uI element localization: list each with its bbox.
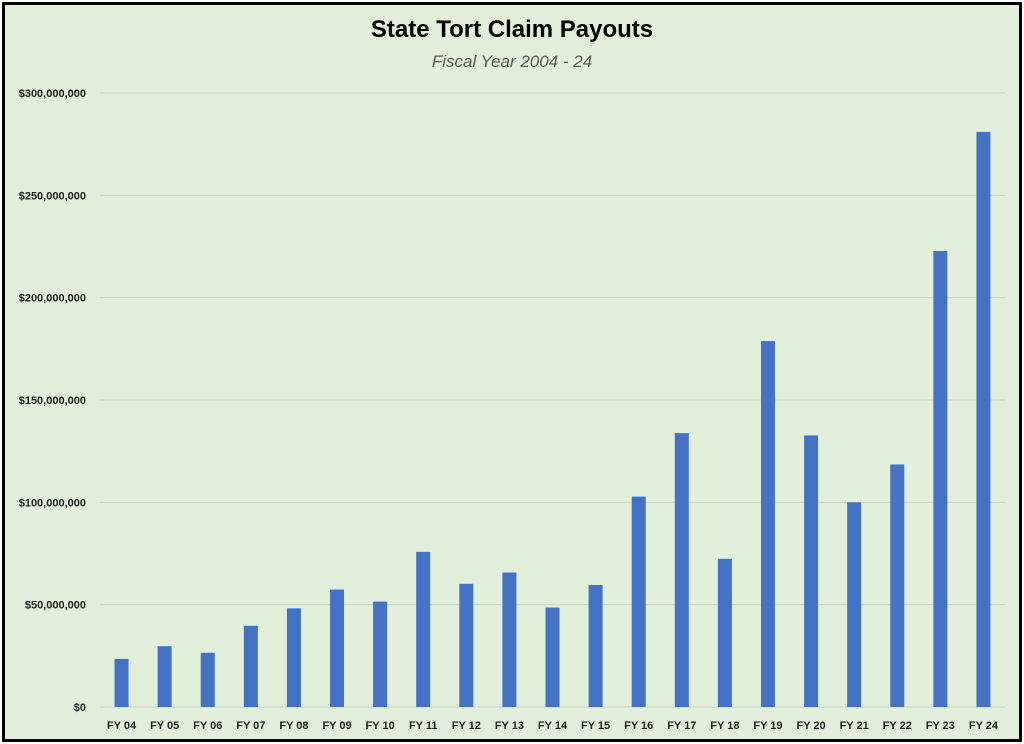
chart-subtitle: Fiscal Year 2004 - 24	[431, 52, 593, 71]
x-tick-label: FY 20	[796, 720, 825, 732]
bar	[286, 608, 301, 707]
x-tick-label: FY 22	[883, 720, 912, 732]
x-tick-label: FY 07	[236, 720, 265, 732]
bar	[502, 572, 517, 707]
x-tick-label: FY 04	[107, 720, 137, 732]
x-tick-label: FY 23	[926, 720, 955, 732]
x-tick-label: FY 16	[624, 720, 653, 732]
y-tick-label: $300,000,000	[19, 88, 86, 100]
bar	[588, 585, 603, 707]
x-tick-label: FY 09	[322, 720, 351, 732]
y-tick-label: $50,000,000	[25, 600, 86, 612]
x-tick-label: FY 21	[840, 720, 869, 732]
x-tick-label: FY 12	[452, 720, 481, 732]
bar	[631, 496, 646, 707]
x-tick-label: FY 19	[753, 720, 782, 732]
bar	[717, 558, 732, 707]
bar	[243, 625, 258, 707]
y-tick-label: $200,000,000	[19, 293, 86, 305]
bar	[545, 607, 560, 707]
bar	[114, 658, 129, 707]
x-tick-label: FY 13	[495, 720, 524, 732]
y-tick-label: $150,000,000	[19, 395, 86, 407]
bar	[847, 502, 862, 707]
x-tick-label: FY 17	[667, 720, 696, 732]
x-tick-label: FY 14	[538, 720, 568, 732]
x-tick-label: FY 18	[710, 720, 739, 732]
x-tick-label: FY 11	[409, 720, 438, 732]
bar	[976, 131, 991, 708]
y-tick-label: $250,000,000	[19, 190, 86, 202]
bar	[760, 341, 775, 707]
chart-title: State Tort Claim Payouts	[370, 16, 654, 43]
bar	[890, 464, 905, 707]
x-tick-label: FY 08	[279, 720, 308, 732]
bar	[157, 646, 172, 707]
x-tick-label: FY 15	[581, 720, 610, 732]
bar	[933, 251, 948, 707]
x-tick-label: FY 24	[969, 720, 999, 732]
bar	[804, 435, 819, 707]
bar	[330, 589, 345, 707]
y-tick-label: $100,000,000	[19, 497, 86, 509]
bar	[674, 433, 689, 707]
y-tick-label: $0	[74, 702, 86, 714]
x-tick-label: FY 10	[366, 720, 395, 732]
bar	[200, 652, 215, 707]
bar	[373, 601, 388, 707]
bar	[459, 583, 474, 707]
x-tick-label: FY 05	[150, 720, 179, 732]
bar	[416, 551, 431, 707]
x-tick-label: FY 06	[193, 720, 222, 732]
